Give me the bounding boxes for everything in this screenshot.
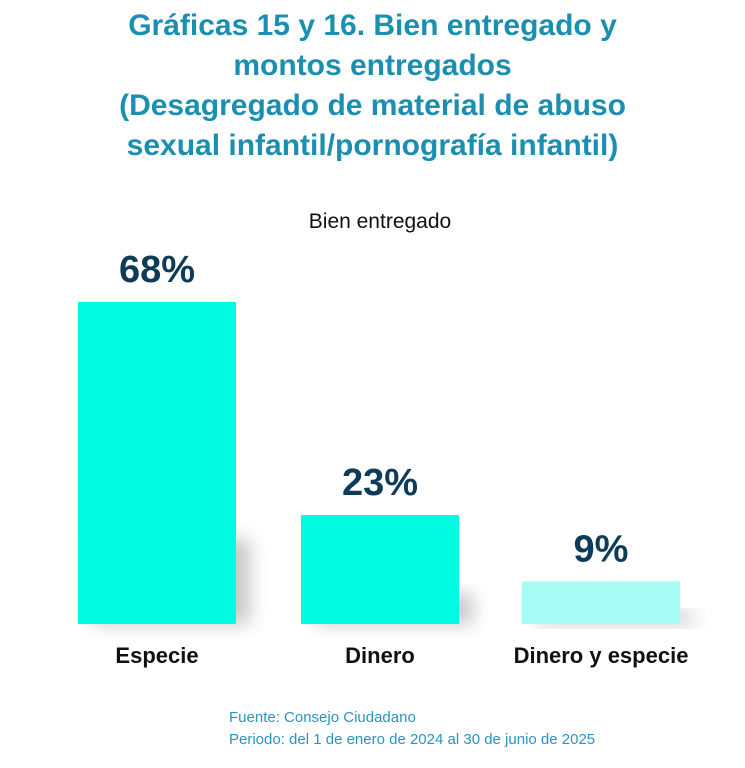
bar-value-label: 9%	[574, 528, 629, 570]
bar-especie	[78, 302, 236, 624]
chart-title: Gráficas 15 y 16. Bien entregado y monto…	[0, 6, 745, 166]
bar-dinero-y-especie	[522, 581, 680, 624]
bar-value-label: 68%	[119, 249, 195, 291]
title-line-3: (Desagregado de material de abuso	[119, 89, 626, 122]
title-line-1: Gráficas 15 y 16. Bien entregado y	[128, 9, 617, 42]
chart-subtitle: Bien entregado	[308, 210, 452, 233]
title-line-4: sexual infantil/pornografía infantil)	[126, 129, 619, 162]
bar-value-label: 23%	[342, 462, 418, 504]
bar-chart: 68% Especie 23% Dinero 9% Dinero y especie	[78, 249, 694, 668]
category-label: Dinero y especie	[514, 643, 689, 668]
category-label: Dinero	[345, 643, 415, 668]
category-label: Especie	[115, 643, 198, 668]
title-line-2: montos entregados	[233, 49, 512, 82]
period-line: Periodo: del 1 de enero de 2024 al 30 de…	[229, 731, 596, 748]
bar-dinero	[301, 515, 459, 624]
source-line: Fuente: Consejo Ciudadano	[229, 709, 416, 726]
source-note: Fuente: Consejo Ciudadano Periodo: del 1…	[229, 707, 595, 751]
